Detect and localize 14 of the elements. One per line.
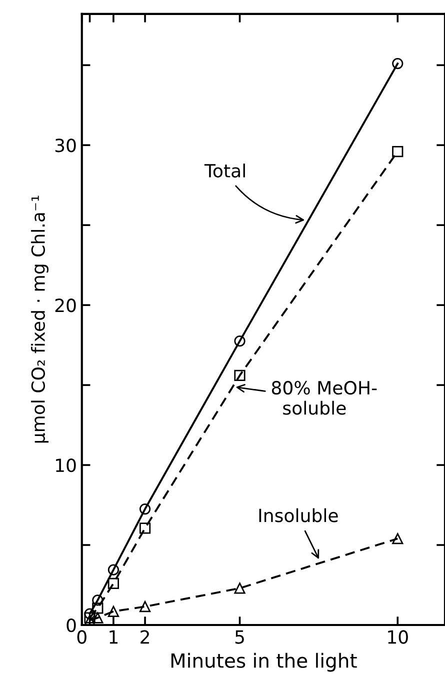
- annotation: Insoluble: [259, 508, 338, 522]
- y-tick-label: 30: [55, 138, 76, 152]
- annotation: 80% MeOH- soluble: [272, 380, 377, 415]
- x-tick-label: 5: [235, 630, 244, 644]
- x-axis-title: Minutes in the light: [171, 652, 357, 672]
- annotation: Total: [204, 164, 245, 178]
- y-tick-label: 10: [56, 458, 76, 472]
- x-tick-label: 0: [77, 630, 86, 644]
- x-tick-label: 2: [140, 630, 149, 644]
- x-tick-label: 1: [110, 630, 118, 644]
- x-tick-label: 10: [388, 630, 408, 644]
- y-axis-title: μmol CO₂ fixed · mg Chl.a⁻¹: [31, 196, 48, 443]
- y-tick-label: 0: [66, 618, 76, 632]
- y-tick-label: 20: [55, 298, 76, 312]
